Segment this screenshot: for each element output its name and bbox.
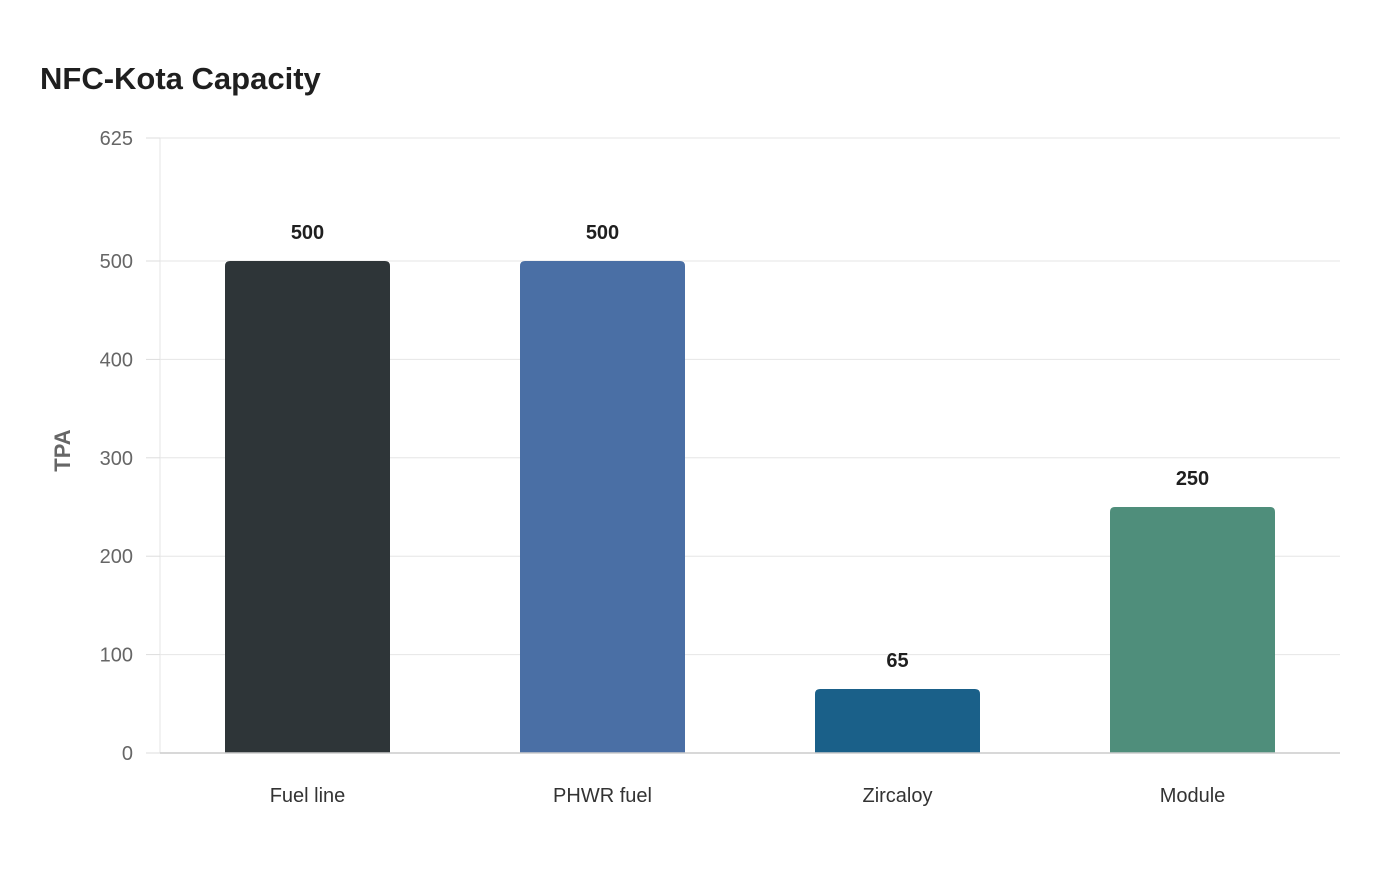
y-tick-label: 0 bbox=[122, 743, 133, 765]
y-tick-label: 200 bbox=[100, 546, 133, 568]
bars bbox=[225, 261, 1275, 753]
y-tick-label: 300 bbox=[100, 448, 133, 470]
y-axis-ticks: 0 100 200 300 400 500 625 bbox=[100, 128, 160, 765]
bar-value-label: 500 bbox=[291, 222, 324, 244]
x-category-label: Fuel line bbox=[270, 785, 346, 807]
y-tick-label: 500 bbox=[100, 251, 133, 273]
x-axis-category-labels: Fuel line PHWR fuel Zircaloy Module bbox=[270, 785, 1226, 807]
x-category-label: PHWR fuel bbox=[553, 785, 652, 807]
value-labels: 500 500 65 250 bbox=[291, 222, 1209, 672]
y-tick-label: 625 bbox=[100, 128, 133, 150]
x-category-label: Module bbox=[1160, 785, 1226, 807]
x-category-label: Zircaloy bbox=[862, 785, 932, 807]
y-axis-title: TPA bbox=[50, 429, 75, 471]
bar-value-label: 65 bbox=[886, 650, 908, 672]
bar-value-label: 250 bbox=[1176, 468, 1209, 490]
y-tick-label: 100 bbox=[100, 645, 133, 667]
chart-title: NFC-Kota Capacity bbox=[40, 61, 321, 96]
bar-zircaloy bbox=[815, 689, 980, 753]
bar-phwr-fuel bbox=[520, 261, 685, 753]
y-tick-label: 400 bbox=[100, 349, 133, 371]
bar-value-label: 500 bbox=[586, 222, 619, 244]
bar-module bbox=[1110, 507, 1275, 753]
bar-fuel-line bbox=[225, 261, 390, 753]
